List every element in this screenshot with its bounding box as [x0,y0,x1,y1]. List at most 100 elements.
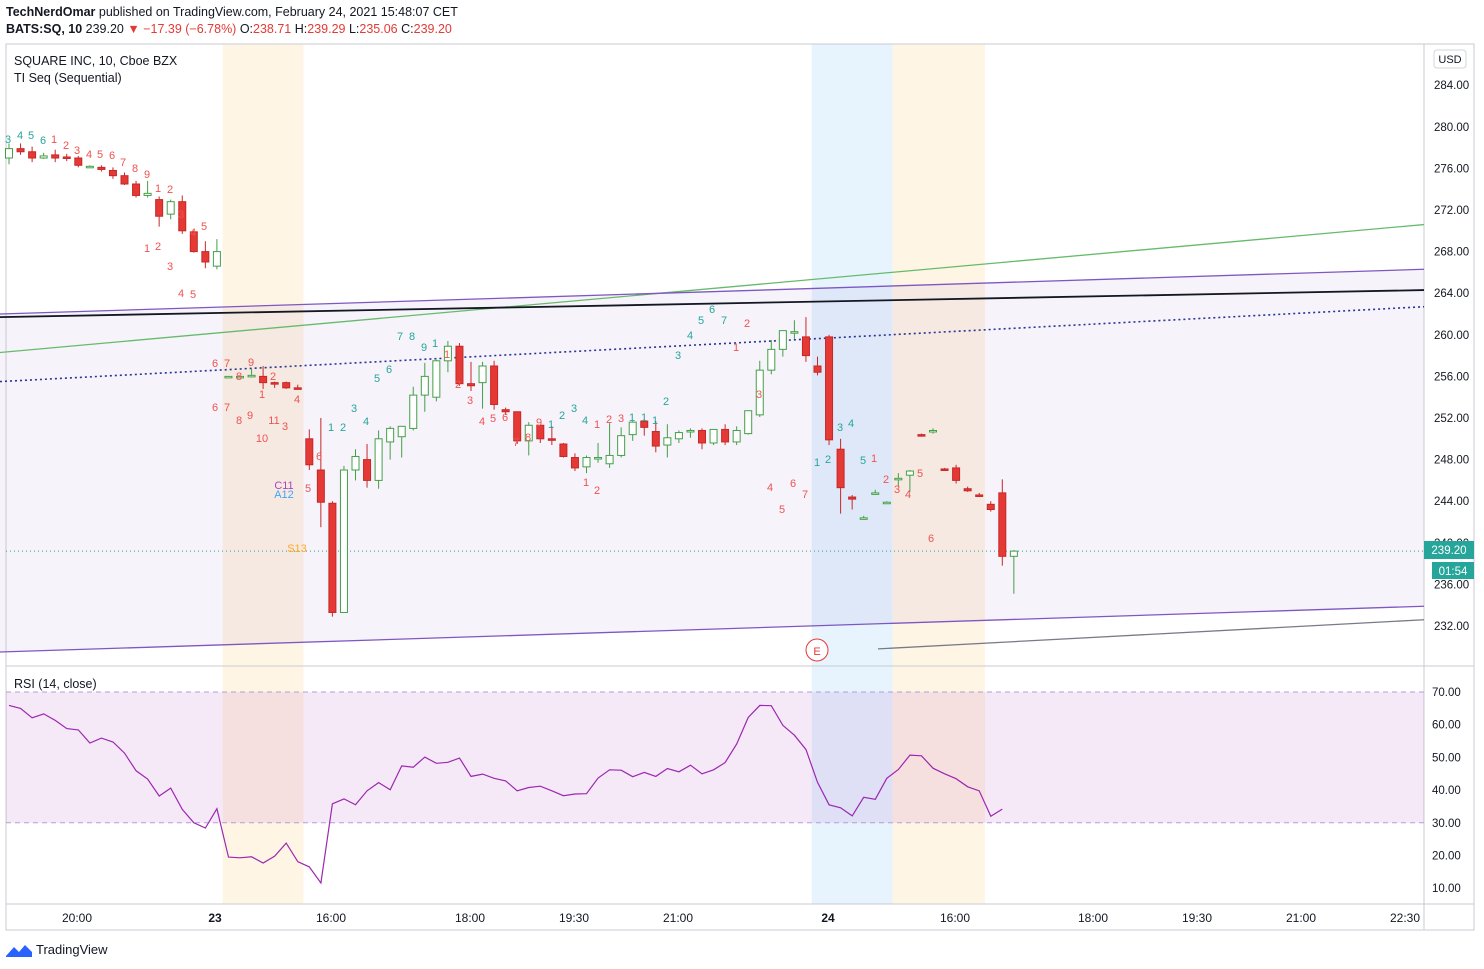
chart-title: SQUARE INC, 10, Cboe BZX [14,54,178,68]
footer-brand[interactable]: TradingView [6,942,108,957]
price-change: ▼ −17.39 (−6.78%) [127,22,237,36]
sequential-count: 6 [790,478,796,490]
candle-body [143,192,152,196]
sequential-count: 5 [201,221,207,233]
candle-body [836,448,845,489]
sequential-count: 1 [733,342,739,354]
price-tick-label: 252.00 [1434,413,1469,425]
candle-body [351,455,360,471]
candle-body [825,336,834,441]
candle-body [5,148,13,159]
candle-body [894,477,903,481]
publisher-name[interactable]: TechNerdOmar [6,5,96,19]
candle-body [397,425,406,438]
sequential-count: 5 [779,504,785,516]
candle-body [74,157,83,166]
sequential-count: 2 [155,241,161,253]
sequential-count: 7 [513,437,519,449]
candle-body [871,492,880,495]
sequential-count: 9 [247,410,253,422]
price-tick-label: 264.00 [1434,288,1469,300]
candle-body [513,411,522,442]
candle-body [247,374,256,378]
candle-body [201,251,210,263]
sequential-count: 9 [144,169,150,181]
candle-body [594,457,603,460]
currency-label: USD [1438,54,1461,66]
open-value: 238.71 [253,22,292,36]
candle-body [155,199,164,217]
time-tick-label: 24 [821,911,835,925]
brand-label: TradingView [36,942,108,957]
candle-body [640,420,649,428]
candle-body [108,169,117,177]
sequential-count: 9 [421,342,427,354]
rsi-tick-label: 30.00 [1432,818,1461,830]
candle-body [570,457,579,469]
candle-body [339,469,348,613]
candle-body [386,427,395,443]
ohlc-header: BATS:SQ, 10 239.20 ▼ −17.39 (−6.78%) O:2… [6,22,452,36]
sequential-count: 6 [709,304,715,316]
earnings-icon: E [813,646,820,658]
indicator-label: TI Seq (Sequential) [14,71,122,85]
candle-body [132,183,141,196]
candle-body [212,251,221,267]
candle-body [16,148,25,153]
sequential-count: 8 [132,163,138,175]
price-tick-label: 260.00 [1434,330,1469,342]
channel-area [0,269,1424,652]
sequential-count: 8 [236,415,242,427]
time-tick-label: 20:00 [62,911,92,925]
sequential-count: 3 [618,413,624,425]
sequential-count: 3 [675,350,681,362]
candle-body [420,375,429,396]
sequential-count: 1 [548,419,554,431]
candle-body [455,345,464,385]
candle-body [709,428,718,444]
rsi-pane [6,691,1424,885]
price-tick-label: 256.00 [1434,371,1469,383]
countdown-label: C11 [274,480,293,492]
sequential-count: 11 [268,415,279,427]
candle-body [189,231,198,253]
candle-body [905,470,914,476]
rsi-line [8,704,1003,885]
sequential-count: 3 [571,403,577,415]
sequential-count: 3 [178,209,184,221]
bar-countdown: 01:54 [1439,566,1468,578]
candle-body [755,369,764,416]
currency-badge[interactable]: USD [1433,49,1467,69]
trendlines[interactable] [0,223,1425,653]
candle-body [478,365,487,384]
rsi-label: RSI (14, close) [14,677,97,691]
candle-body [363,459,372,481]
gray-trendline [877,619,1425,650]
candle-body [432,360,441,398]
candle-body [62,156,71,159]
earnings-marker[interactable]: E [805,638,829,662]
last-price-badge: 239.20 01:54 [1424,541,1474,579]
sequential-count: 2 [744,318,750,330]
sequential-count: 4 [848,418,854,430]
sequential-count: 1 [144,243,150,255]
rsi-tick-label: 20.00 [1432,851,1461,863]
candle-body [293,387,302,390]
session-band-0 [222,44,304,904]
session-bands [222,44,985,904]
sequential-count: 7 [802,489,808,501]
black-trendline [0,289,1425,319]
sequential-count: 1 [871,453,877,465]
sequential-count: 1 [259,389,265,401]
candle-body [166,201,175,215]
sequential-count: 5 [490,413,496,425]
time-tick-label: 19:30 [1182,911,1212,925]
sequential-count: 6 [386,364,392,376]
sequential-count: 3 [894,484,900,496]
sequential-count: 7 [397,331,403,343]
sequential-count: 5 [28,130,34,142]
sequential-count: 7 [224,358,230,370]
sequential-count: 6 [212,402,218,414]
price-tick-label: 248.00 [1434,455,1469,467]
